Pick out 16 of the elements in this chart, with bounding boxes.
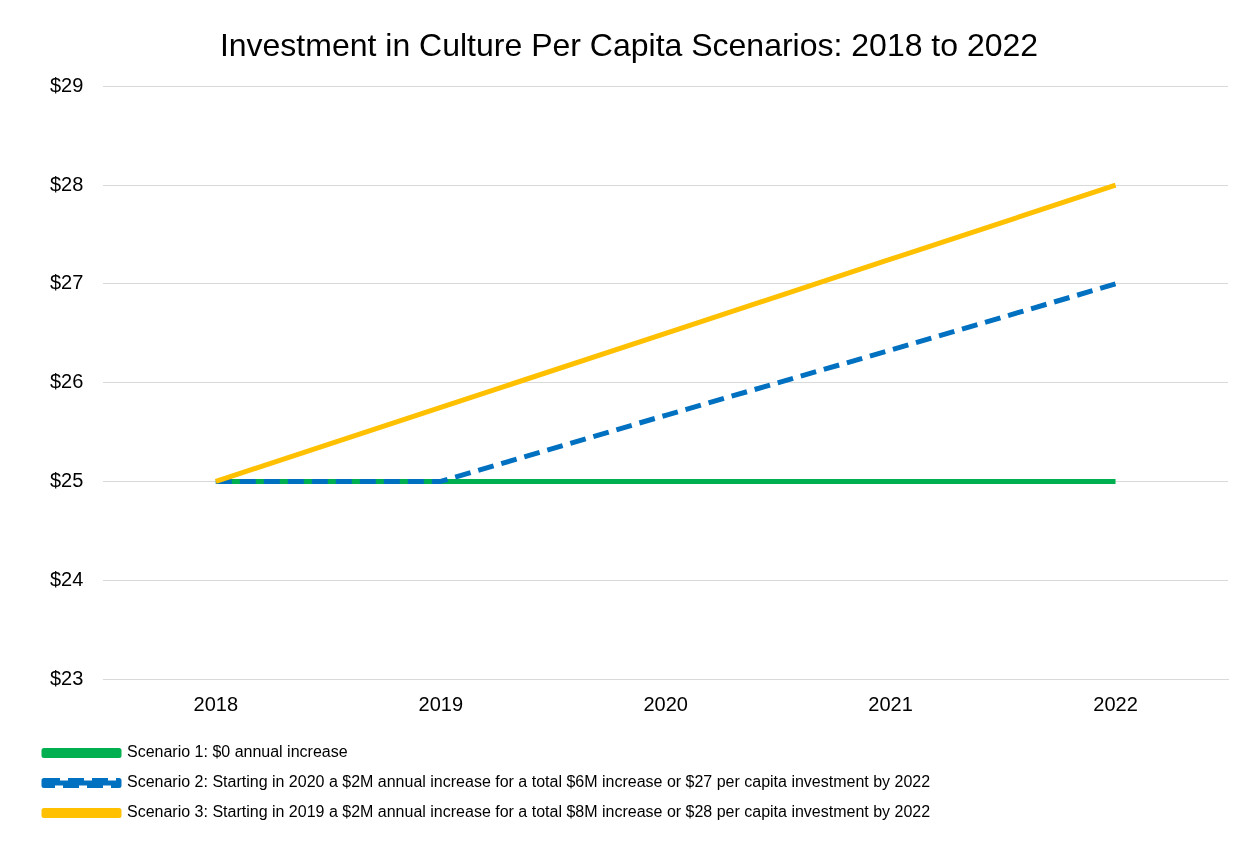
legend-label: Scenario 3: Starting in 2019 a $2M annual increase for a total $8M increase or $28 per capita investment by 2022 <box>127 803 931 821</box>
y-tick-label: $24 <box>49 567 84 590</box>
x-tick-label: 2018 <box>193 692 239 715</box>
x-tick-label: 2019 <box>418 692 464 715</box>
x-tick-label: 2020 <box>643 692 688 715</box>
x-tick-label: 2021 <box>868 692 913 715</box>
x-tick-label: 2022 <box>1093 692 1138 715</box>
y-tick-label: $23 <box>49 666 84 689</box>
y-tick-label: $28 <box>49 172 84 195</box>
legend-label: Scenario 1: $0 annual increase <box>127 743 348 761</box>
chart-title: Investment in Culture Per Capita Scenarios: 2018 to 2022 <box>219 27 1039 64</box>
legend-label: Scenario 2: Starting in 2020 a $2M annual increase for a total $6M increase or $27 per capita investment by 2022 <box>127 773 931 791</box>
y-tick-label: $26 <box>49 370 84 393</box>
y-tick-label: $27 <box>49 271 84 294</box>
y-tick-label: $29 <box>49 73 84 96</box>
y-tick-label: $25 <box>49 468 84 491</box>
